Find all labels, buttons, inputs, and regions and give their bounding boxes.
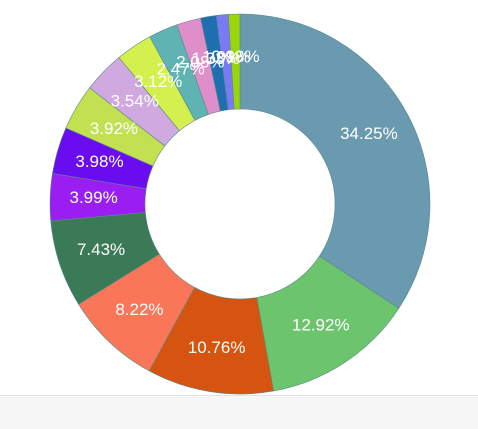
donut-slice bbox=[239, 13, 431, 309]
data-label: 3.12% bbox=[134, 72, 182, 91]
data-label: 3.98% bbox=[75, 152, 123, 171]
footer-bar bbox=[0, 395, 478, 429]
data-label: 10.76% bbox=[188, 338, 246, 357]
data-label: 8.22% bbox=[115, 300, 163, 319]
data-label: 12.92% bbox=[292, 316, 350, 335]
data-label: 1.33% bbox=[192, 49, 240, 68]
data-label: 7.43% bbox=[77, 240, 125, 259]
data-label: 3.99% bbox=[69, 188, 117, 207]
data-label: 34.25% bbox=[340, 124, 398, 143]
data-label: 2.08% bbox=[176, 52, 224, 71]
chart: 34.25% 12.92% 10.76% 8.22% 7.43% 3.99% 3.98% 3.… bbox=[49, 13, 431, 395]
data-label: 3.92% bbox=[90, 119, 138, 138]
data-label: 2.47% bbox=[157, 60, 205, 79]
data-label: 1.01% bbox=[202, 48, 250, 67]
donut-slice bbox=[227, 13, 241, 110]
data-label: 0.98% bbox=[211, 47, 259, 66]
data-label: 3.54% bbox=[111, 92, 159, 111]
